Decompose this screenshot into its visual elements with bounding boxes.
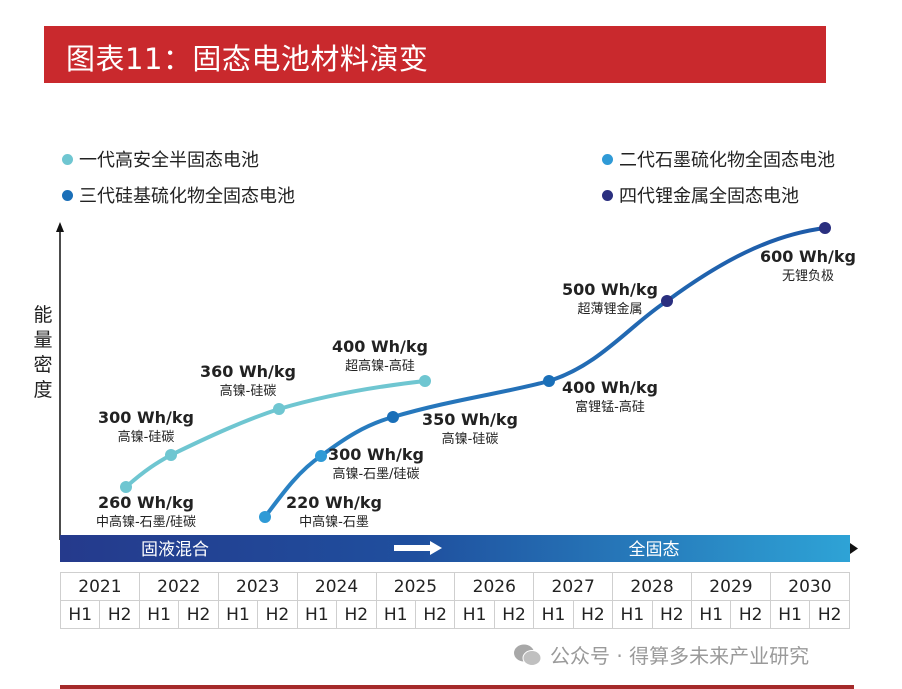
half-cell: H1 xyxy=(375,600,416,629)
bottom-divider xyxy=(60,685,854,689)
year-cell: 2023 xyxy=(217,572,298,601)
gen2-point xyxy=(259,511,271,523)
gen4-point xyxy=(661,295,673,307)
point-value-label: 300 Wh/kg xyxy=(98,408,194,427)
gen3-point xyxy=(543,375,555,387)
half-cell: H2 xyxy=(414,600,456,629)
gen4-point xyxy=(819,222,831,234)
point-material-label: 中高镍-石墨/硅碳 xyxy=(96,514,196,530)
point-material-label: 超薄锂金属 xyxy=(577,301,642,317)
half-cell: H2 xyxy=(336,600,377,629)
half-cell: H2 xyxy=(730,600,771,629)
legend-item-gen4: 四代锂金属全固态电池 xyxy=(602,182,799,208)
year-cell: 2024 xyxy=(296,572,377,601)
year-cell: 2029 xyxy=(691,572,771,601)
half-cell: H2 xyxy=(651,600,693,629)
title-bar: 图表11：固态电池材料演变 xyxy=(44,26,826,83)
watermark-text: 公众号 · 得算多未来产业研究 xyxy=(550,644,810,668)
legend-dot xyxy=(62,153,73,165)
half-cell: H1 xyxy=(138,600,180,629)
gen1-point xyxy=(273,403,285,415)
right-arrow-icon xyxy=(394,541,442,555)
gen1-point xyxy=(165,449,177,461)
year-cell: 2021 xyxy=(60,572,140,601)
half-cell: H2 xyxy=(572,600,614,629)
x-axis-arrow-icon xyxy=(850,543,858,554)
phase-band xyxy=(60,535,850,562)
gen3-point xyxy=(387,411,399,423)
half-cell: H2 xyxy=(493,600,535,629)
legend-dot xyxy=(62,189,73,201)
point-value-label: 400 Wh/kg xyxy=(332,337,428,356)
legend-label: 一代高安全半固态电池 xyxy=(79,150,259,171)
gen2-point xyxy=(315,450,327,462)
halves-row: H1 H2 H1 H2 H1 H2 H1 H2 H1 H2 H1 H2 H1 H2 H1 H2 H1 H2 H1 H2 xyxy=(59,600,850,629)
point-material-label: 超高镍-高硅 xyxy=(345,358,415,374)
year-cell: 2022 xyxy=(138,572,219,601)
legend-label: 四代锂金属全固态电池 xyxy=(619,186,799,207)
point-value-label: 360 Wh/kg xyxy=(200,362,296,381)
legend-item-gen3: 三代硅基硫化物全固态电池 xyxy=(62,182,295,208)
legend-label: 三代硅基硫化物全固态电池 xyxy=(79,186,295,207)
wechat-icon xyxy=(514,644,542,666)
point-material-label: 富锂锰-高硅 xyxy=(575,399,645,415)
legend-dot xyxy=(602,189,613,201)
year-cell: 2026 xyxy=(454,572,535,601)
half-cell: H1 xyxy=(533,600,574,629)
point-material-label: 高镍-石墨/硅碳 xyxy=(332,466,419,482)
y-axis-label: 能量密度 xyxy=(33,304,53,401)
half-cell: H1 xyxy=(59,600,101,629)
half-cell: H1 xyxy=(217,600,259,629)
point-material-label: 高镍-硅碳 xyxy=(442,431,499,447)
point-material-label: 无锂负极 xyxy=(782,269,834,284)
gen1-point xyxy=(419,375,431,387)
point-value-label: 400 Wh/kg xyxy=(562,378,658,397)
half-cell: H1 xyxy=(454,600,495,629)
watermark: 公众号 · 得算多未来产业研究 xyxy=(512,640,809,669)
year-cell: 2027 xyxy=(533,572,614,601)
point-value-label: 220 Wh/kg xyxy=(286,493,382,512)
gen1-curve xyxy=(124,379,426,489)
half-cell: H1 xyxy=(769,600,811,629)
years-row: 2021 2022 2023 2024 2025 2026 2027 2028 2029 2030 xyxy=(60,572,851,601)
point-value-label: 300 Wh/kg xyxy=(328,445,424,464)
half-cell: H2 xyxy=(257,600,298,629)
timeline-table: 2021 2022 2023 2024 2025 2026 2027 2028 2029 2030… xyxy=(59,572,851,629)
half-cell: H1 xyxy=(690,600,732,629)
phase-right-label: 全固态 xyxy=(629,540,680,560)
half-cell: H1 xyxy=(612,600,653,629)
half-cell: H2 xyxy=(99,600,140,629)
legend-item-gen2: 二代石墨硫化物全固态电池 xyxy=(602,146,835,172)
point-material-label: 中高镍-石墨 xyxy=(299,514,369,530)
half-cell: H2 xyxy=(809,600,850,629)
legend-dot xyxy=(602,153,613,165)
half-cell: H2 xyxy=(178,600,219,629)
legend-item-gen1: 一代高安全半固态电池 xyxy=(62,146,259,172)
point-value-label: 600 Wh/kg xyxy=(760,247,856,266)
point-material-label: 高镍-硅碳 xyxy=(118,429,175,445)
point-value-label: 350 Wh/kg xyxy=(422,410,518,429)
y-axis-arrow-icon xyxy=(56,222,64,232)
half-cell: H1 xyxy=(296,600,338,629)
gen1-point xyxy=(120,481,132,493)
point-value-label: 500 Wh/kg xyxy=(562,280,658,299)
page-title: 图表11：固态电池材料演变 xyxy=(66,42,429,76)
phase-left-label: 固液混合 xyxy=(141,540,209,560)
point-material-label: 高镍-硅碳 xyxy=(220,383,277,399)
year-cell: 2025 xyxy=(375,572,456,601)
year-cell: 2028 xyxy=(612,572,692,601)
legend-label: 二代石墨硫化物全固态电池 xyxy=(619,150,835,171)
point-value-label: 260 Wh/kg xyxy=(98,493,194,512)
year-cell: 2030 xyxy=(769,572,851,601)
